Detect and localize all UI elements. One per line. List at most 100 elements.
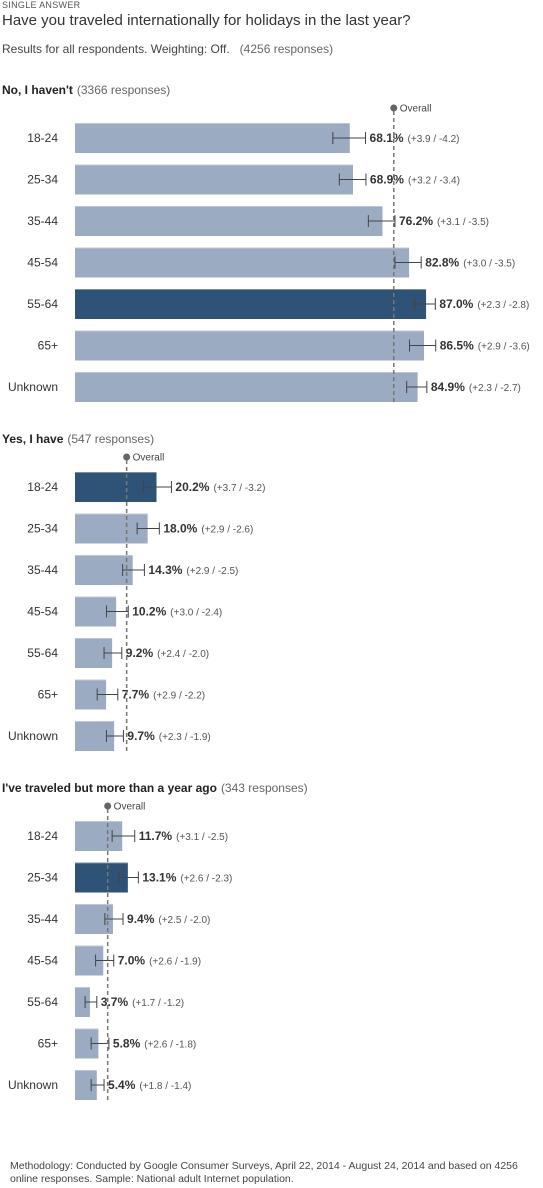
bar xyxy=(75,372,418,402)
value-label-group: 87.0% (+2.3 / -2.8) xyxy=(439,297,529,311)
confidence-interval-label: (+3.0 / -2.4) xyxy=(170,608,222,619)
results-chart: No, I haven't (3366 responses) 18-24 68.1% (… xyxy=(2,83,530,1103)
value-label-group: 7.7% (+2.9 / -2.2) xyxy=(122,688,205,702)
value-label-group: 68.9% (+3.2 / -3.4) xyxy=(370,173,460,187)
value-label: 11.7% xyxy=(139,829,173,843)
bar xyxy=(75,330,425,361)
bar-highlight-edge xyxy=(75,904,113,905)
value-label: 3.7% xyxy=(101,995,129,1009)
category-label: Unknown xyxy=(8,1078,58,1092)
confidence-interval-label: (+2.9 / -2.2) xyxy=(153,691,205,702)
value-label: 18.0% xyxy=(163,522,197,536)
bar xyxy=(75,1028,99,1059)
confidence-interval-label: (+2.4 / -2.0) xyxy=(157,649,209,660)
confidence-interval-label: (+2.6 / -1.9) xyxy=(149,957,201,968)
question-title: Have you traveled internationally for ho… xyxy=(2,12,411,29)
confidence-interval-label: (+2.3 / -2.8) xyxy=(477,300,529,311)
value-label: 20.2% xyxy=(175,480,209,494)
value-label-group: 5.8% (+2.6 / -1.8) xyxy=(113,1037,196,1051)
value-label-group: 9.4% (+2.5 / -2.0) xyxy=(127,912,210,926)
value-label-group: 18.0% (+2.9 / -2.6) xyxy=(163,522,253,536)
value-label-group: 20.2% (+3.7 / -3.2) xyxy=(175,480,265,494)
value-label-group: 7.0% (+2.6 / -1.9) xyxy=(118,954,201,968)
value-label: 5.8% xyxy=(113,1037,141,1051)
chart-section: I've traveled but more than a year ago (3… xyxy=(2,781,308,1103)
total-responses: (4256 responses) xyxy=(239,42,334,56)
confidence-interval-label: (+2.3 / -2.7) xyxy=(469,383,521,394)
value-label-group: 9.7% (+2.3 / -1.9) xyxy=(127,729,210,743)
value-label: 82.8% xyxy=(425,256,459,270)
results-subtitle: Results for all respondents. Weighting: … xyxy=(2,42,333,56)
overall-marker xyxy=(123,453,131,461)
confidence-interval-label: (+1.7 / -1.2) xyxy=(132,998,184,1009)
category-label: 65+ xyxy=(38,688,58,702)
value-label-group: 82.8% (+3.0 / -3.5) xyxy=(425,256,515,270)
category-label: 35-44 xyxy=(27,912,58,926)
bar xyxy=(75,289,427,319)
section-responses: (3366 responses) xyxy=(77,83,170,97)
confidence-interval-label: (+3.1 / -3.5) xyxy=(437,217,489,228)
section-title: No, I haven't (3366 responses) xyxy=(2,83,170,97)
section-responses: (547 responses) xyxy=(67,432,154,446)
section-title-text: I've traveled but more than a year ago xyxy=(2,781,217,795)
section-title-text: No, I haven't xyxy=(2,83,73,97)
chart-section: Yes, I have (547 responses) 18-24 20.2% (+3.… xyxy=(2,432,265,754)
bar-highlight-edge xyxy=(75,330,425,332)
bar xyxy=(75,472,157,502)
bar-highlight-edge xyxy=(75,945,104,947)
bar xyxy=(75,1070,97,1100)
bar-highlight-edge xyxy=(75,987,90,988)
bar xyxy=(75,123,350,153)
category-label: 18-24 xyxy=(27,829,58,843)
value-label-group: 68.1% (+3.9 / -4.2) xyxy=(370,131,460,145)
category-label: 55-64 xyxy=(27,995,58,1009)
bar xyxy=(75,164,354,195)
bar-highlight-edge xyxy=(75,596,117,598)
value-label: 7.0% xyxy=(118,954,146,968)
overall-label: Overall xyxy=(133,453,165,464)
value-label: 68.9% xyxy=(370,173,404,187)
value-label: 9.2% xyxy=(126,646,154,660)
value-label-group: 86.5% (+2.9 / -3.6) xyxy=(440,339,530,353)
methodology-note: Methodology: Conducted by Google Consume… xyxy=(10,1160,518,1185)
category-label: Unknown xyxy=(8,729,58,743)
bar-highlight-edge xyxy=(75,513,148,515)
value-label: 9.4% xyxy=(127,912,155,926)
value-label: 87.0% xyxy=(439,297,473,311)
bar-highlight-edge xyxy=(75,555,133,556)
overall-label: Overall xyxy=(114,802,146,813)
category-label: Unknown xyxy=(8,380,58,394)
value-label: 68.1% xyxy=(370,131,404,145)
category-label: 25-34 xyxy=(27,871,58,885)
confidence-interval-label: (+3.9 / -4.2) xyxy=(408,134,460,145)
bar-highlight-edge xyxy=(75,821,123,822)
bar-highlight-edge xyxy=(75,123,350,124)
confidence-interval-label: (+2.6 / -2.3) xyxy=(180,874,232,885)
value-label: 76.2% xyxy=(399,214,433,228)
bar-highlight-edge xyxy=(75,862,128,864)
value-label-group: 9.2% (+2.4 / -2.0) xyxy=(126,646,209,660)
value-label-group: 5.4% (+1.8 / -1.4) xyxy=(108,1078,191,1092)
bar-highlight-edge xyxy=(75,721,115,722)
category-label: 18-24 xyxy=(27,131,58,145)
bar-highlight-edge xyxy=(75,372,418,373)
category-label: 45-54 xyxy=(27,256,58,270)
value-label-group: 84.9% (+2.3 / -2.7) xyxy=(431,380,521,394)
section-title: I've traveled but more than a year ago (3… xyxy=(2,781,308,795)
category-label: 55-64 xyxy=(27,646,58,660)
section-responses: (343 responses) xyxy=(221,781,308,795)
value-label-group: 14.3% (+2.9 / -2.5) xyxy=(148,563,238,577)
confidence-interval-label: (+2.9 / -2.6) xyxy=(201,525,253,536)
overall-marker xyxy=(390,104,398,112)
weighting-note: Results for all respondents. Weighting: … xyxy=(2,42,230,56)
section-title: Yes, I have (547 responses) xyxy=(2,432,154,446)
bar-highlight-edge xyxy=(75,164,354,166)
bar-highlight-edge xyxy=(75,289,427,290)
value-label: 14.3% xyxy=(148,563,182,577)
bar-highlight-edge xyxy=(75,472,157,473)
bar-highlight-edge xyxy=(75,247,410,249)
overall-marker xyxy=(104,802,112,810)
value-label: 7.7% xyxy=(122,688,150,702)
value-label: 86.5% xyxy=(440,339,474,353)
category-label: 35-44 xyxy=(27,563,58,577)
